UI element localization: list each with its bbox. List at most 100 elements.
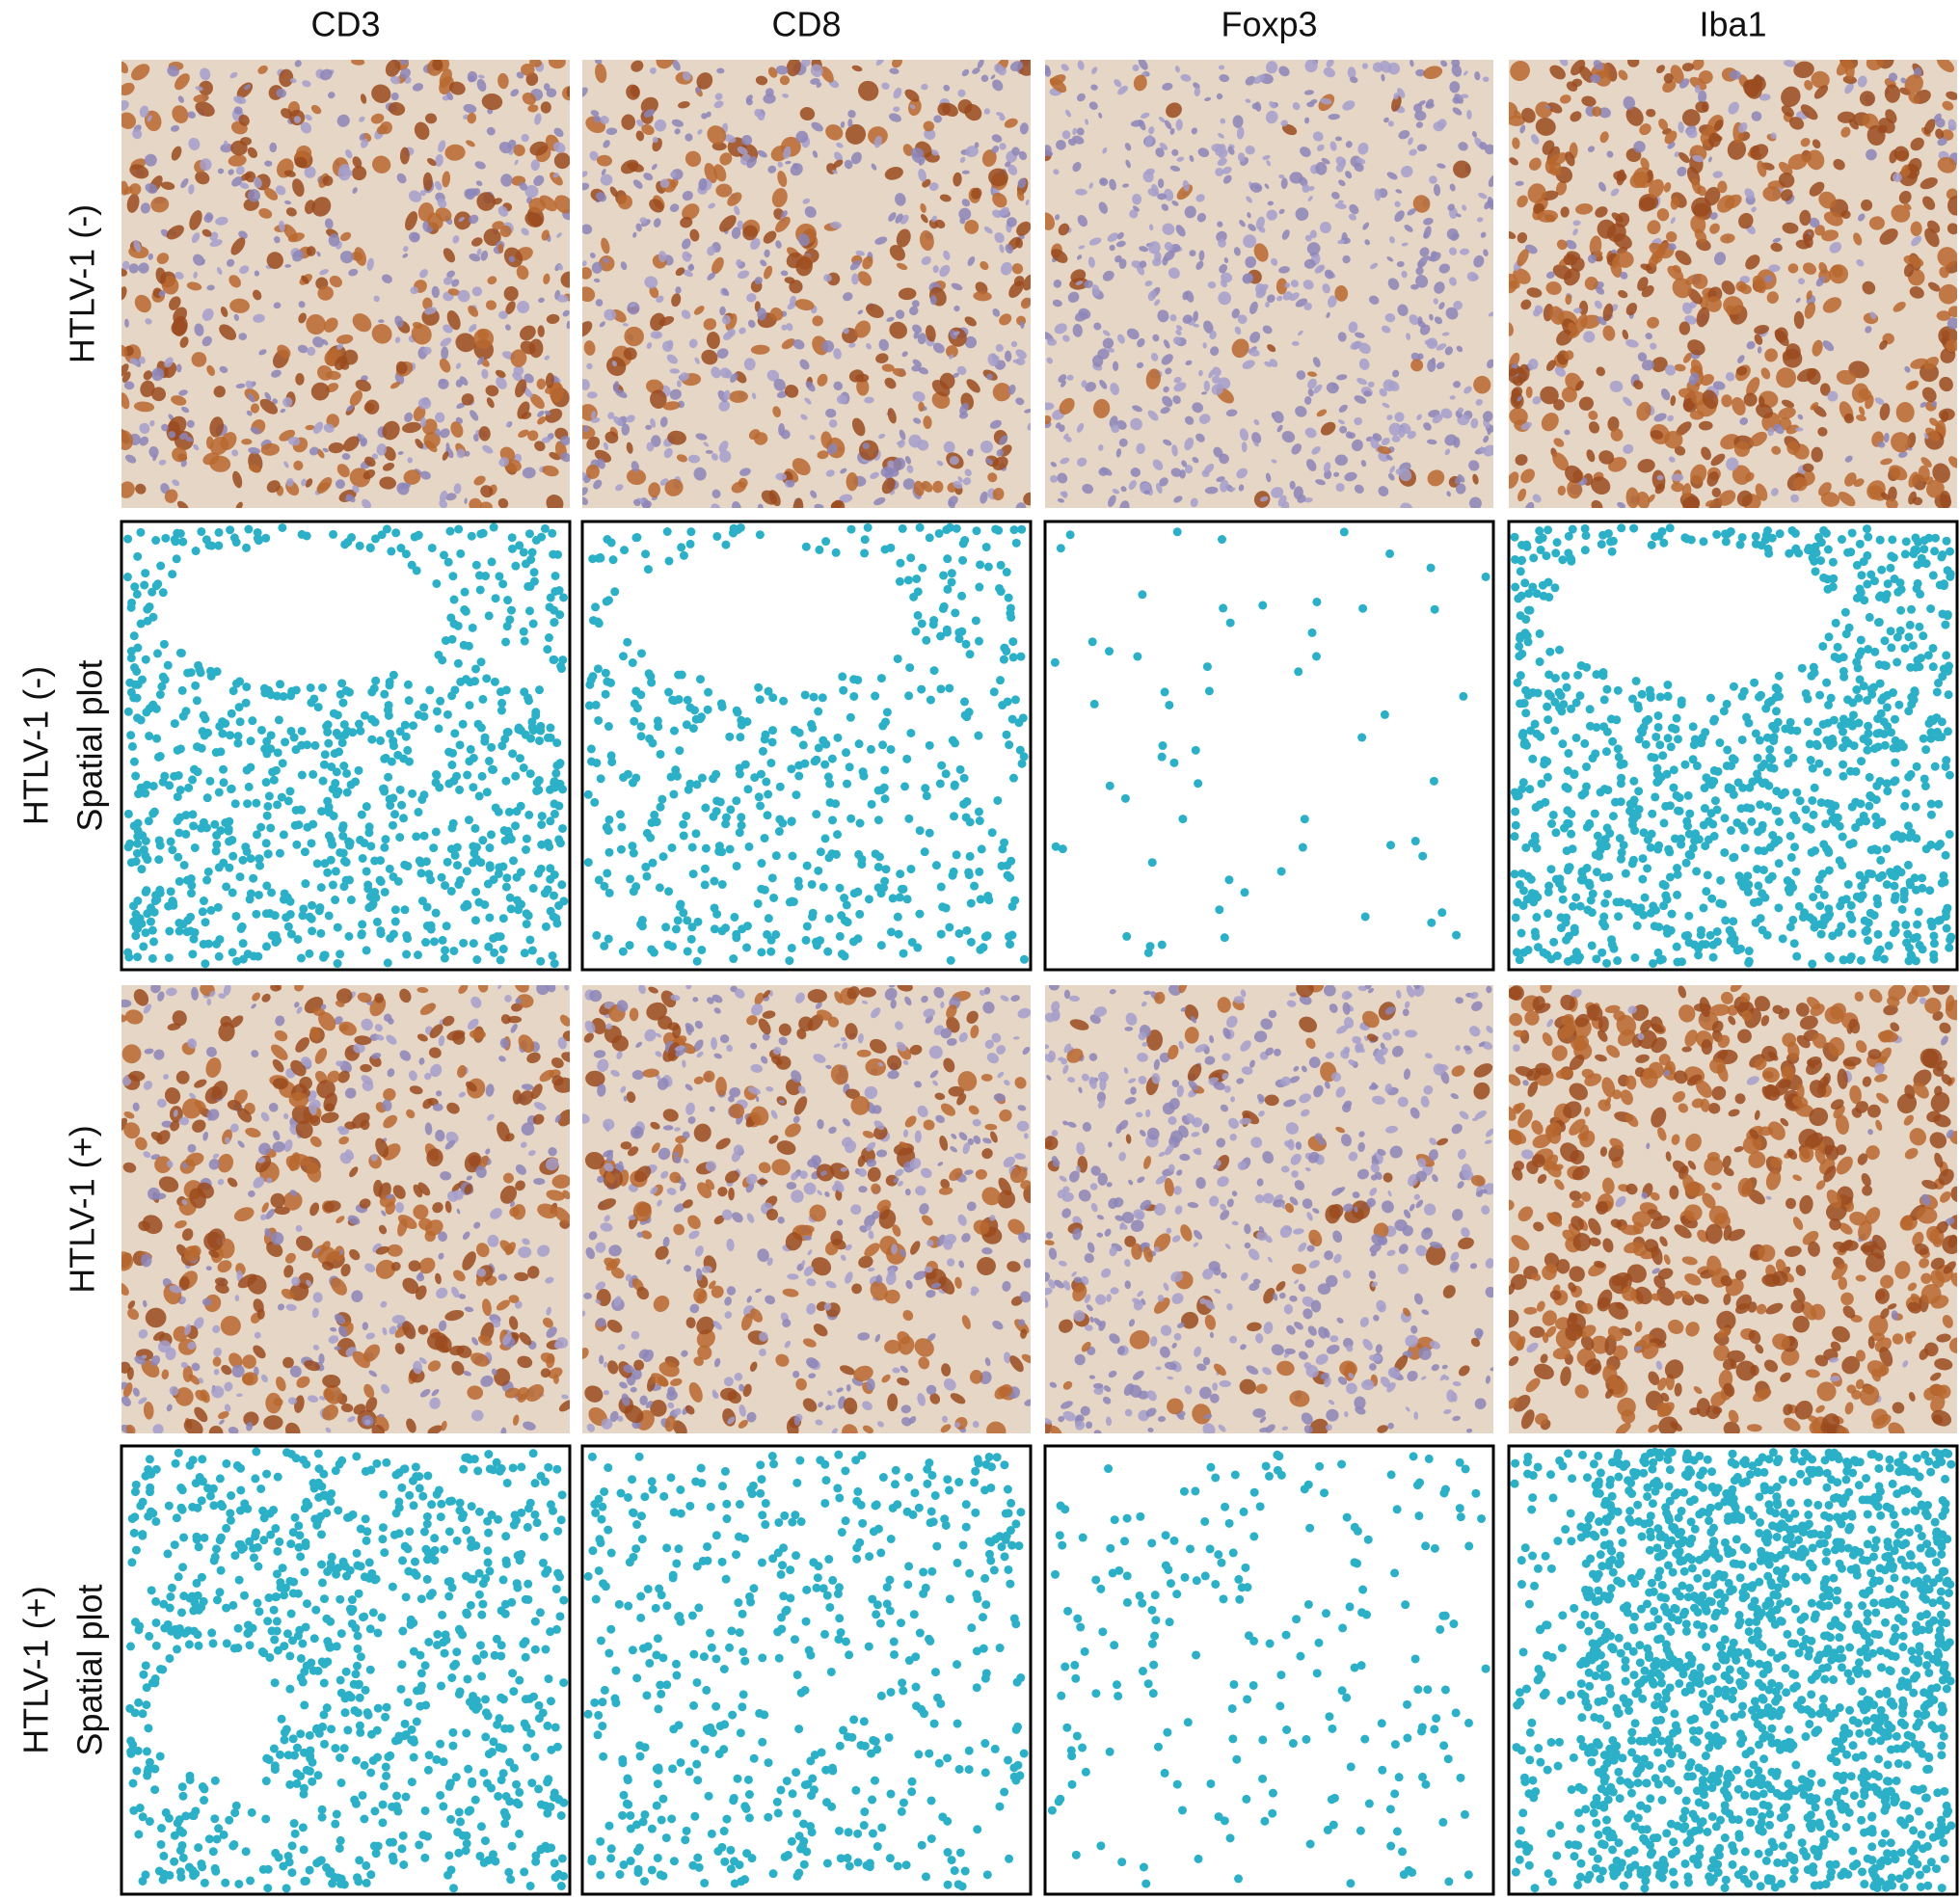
nucleus	[394, 336, 401, 343]
nucleus	[498, 142, 512, 154]
stained-cell	[126, 193, 140, 213]
histology-image	[1509, 985, 1957, 1433]
stained-cell	[527, 104, 539, 113]
nucleus	[538, 297, 545, 304]
stained-cell	[295, 373, 305, 386]
stained-cell	[351, 60, 365, 66]
nucleus	[339, 251, 354, 264]
nucleus	[341, 453, 351, 461]
nucleus	[566, 320, 570, 330]
nucleus	[378, 319, 385, 324]
nucleus	[498, 457, 510, 468]
nucleus	[562, 309, 570, 317]
stained-cell	[336, 464, 350, 478]
nucleus	[188, 184, 195, 195]
nucleus	[170, 124, 180, 132]
nucleus	[289, 77, 297, 84]
stained-cell	[294, 156, 308, 169]
nucleus	[345, 148, 353, 159]
nucleus	[459, 376, 469, 386]
stained-cell	[249, 464, 261, 473]
nucleus	[381, 274, 392, 283]
stained-cell	[310, 104, 322, 115]
nucleus	[743, 358, 756, 371]
stained-cell	[164, 489, 178, 503]
nucleus	[233, 106, 243, 115]
stained-cell	[144, 110, 162, 132]
stained-cell	[371, 155, 391, 174]
nucleus	[446, 92, 454, 100]
nucleus	[403, 246, 409, 253]
stained-cell	[351, 166, 367, 181]
nucleus	[486, 126, 496, 136]
stained-cell	[195, 171, 210, 185]
nucleus	[543, 83, 550, 92]
column-header: Iba1	[1699, 5, 1766, 44]
stained-cell	[382, 420, 400, 441]
stained-cell	[439, 68, 452, 88]
nucleus	[140, 202, 150, 214]
stained-cell	[515, 379, 527, 398]
stained-cell	[266, 480, 281, 494]
nucleus	[360, 437, 368, 447]
stained-cell	[550, 172, 563, 186]
stained-cell	[160, 181, 175, 191]
stained-cell	[621, 114, 636, 130]
stained-cell	[455, 333, 476, 353]
stained-cell	[121, 82, 135, 96]
stained-cell	[134, 294, 151, 313]
stained-cell	[422, 297, 433, 310]
stained-cell	[543, 273, 550, 285]
stained-cell	[282, 224, 298, 241]
stained-cell	[541, 229, 550, 241]
stained-cell	[121, 344, 128, 357]
nucleus	[400, 60, 409, 66]
stained-cell	[422, 172, 433, 191]
nucleus	[201, 258, 205, 265]
stained-cell	[264, 187, 279, 201]
nucleus	[465, 188, 478, 198]
stained-cell	[220, 432, 237, 451]
nucleus	[323, 423, 335, 433]
nucleus	[470, 410, 479, 421]
stained-cell	[228, 154, 247, 167]
stained-cell	[172, 315, 188, 336]
stained-cell	[336, 334, 354, 344]
nucleus	[419, 416, 426, 428]
stained-cell	[228, 275, 241, 288]
nucleus	[376, 443, 387, 456]
nucleus	[250, 426, 261, 435]
stained-cell	[301, 275, 309, 284]
row-label: HTLV-1 (+)	[63, 1125, 102, 1293]
nucleus	[420, 470, 431, 480]
nucleus	[186, 419, 195, 428]
stained-cell	[123, 186, 133, 195]
nucleus	[224, 140, 228, 147]
stained-cell	[311, 197, 332, 217]
nucleus	[319, 269, 329, 276]
nucleus	[544, 355, 550, 361]
nucleus	[316, 251, 321, 257]
nucleus	[441, 346, 449, 361]
nucleus	[280, 408, 286, 414]
nucleus	[175, 271, 184, 280]
nucleus	[253, 176, 262, 189]
nucleus	[292, 250, 305, 262]
stained-cell	[322, 175, 334, 186]
stained-cell	[172, 446, 187, 463]
stained-cell	[247, 147, 258, 158]
stained-cell	[446, 309, 461, 331]
nucleus	[399, 67, 411, 79]
stained-cell	[171, 146, 182, 161]
nucleus	[373, 295, 380, 303]
stained-cell	[258, 207, 273, 219]
nucleus	[513, 365, 524, 376]
nucleus	[231, 449, 239, 457]
stained-cell	[487, 276, 497, 285]
nucleus	[456, 402, 466, 409]
nucleus	[193, 271, 198, 280]
nucleus	[446, 270, 456, 279]
nucleus	[435, 153, 443, 167]
nucleus	[757, 308, 766, 321]
nucleus	[233, 95, 247, 104]
